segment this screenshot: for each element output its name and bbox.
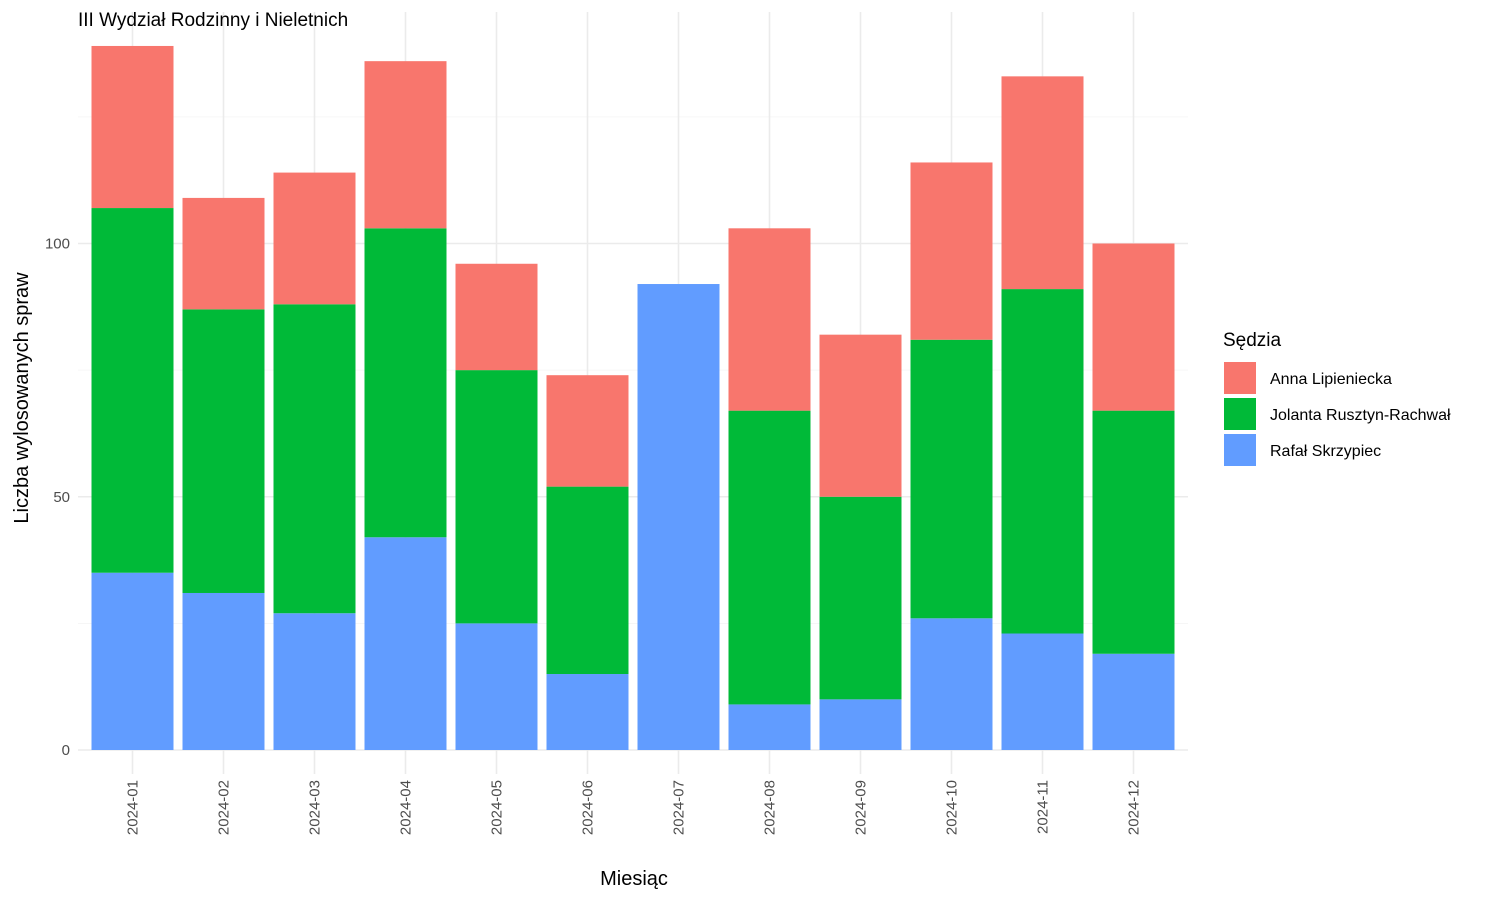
bar-segment: [546, 674, 629, 750]
bar-segment: [819, 699, 902, 750]
bar-segment: [455, 623, 538, 750]
bar-segment: [273, 613, 356, 750]
y-tick-label: 100: [45, 236, 70, 253]
bar-segment: [1001, 76, 1084, 290]
bar-segment: [182, 197, 265, 310]
bar-segment: [546, 486, 629, 675]
x-tick-label: 2024-02: [216, 780, 233, 835]
x-tick-label: 2024-08: [762, 780, 779, 835]
bar-segment: [91, 208, 174, 573]
bar-segment: [455, 370, 538, 624]
legend: Sędzia Anna Lipieniecka Jolanta Rusztyn-R…: [1223, 330, 1451, 466]
legend-key: [1224, 398, 1256, 430]
bars: [91, 45, 1175, 750]
bar-segment: [910, 162, 993, 340]
bar-segment: [364, 537, 447, 750]
x-tick-label: 2024-09: [853, 780, 870, 835]
bar-segment: [910, 339, 993, 619]
x-tick-label: 2024-01: [125, 780, 142, 835]
x-tick-label: 2024-03: [307, 780, 324, 835]
y-tick-label: 50: [53, 489, 70, 506]
legend-title: Sędzia: [1223, 330, 1282, 351]
bar-segment: [728, 228, 811, 411]
x-tick-label: 2024-11: [1035, 780, 1052, 834]
x-axis-title: Miesiąc: [600, 868, 668, 890]
x-tick-label: 2024-12: [1126, 780, 1143, 835]
bar-segment: [182, 309, 265, 593]
x-tick-label: 2024-04: [398, 780, 415, 835]
bar-segment: [819, 334, 902, 497]
legend-label: Jolanta Rusztyn-Rachwał: [1270, 407, 1451, 424]
bar-segment: [1001, 289, 1084, 634]
bar-segment: [1092, 653, 1175, 750]
legend-key: [1224, 434, 1256, 466]
y-axis-title: Liczba wylosowanych spraw: [11, 272, 33, 524]
x-tick-label: 2024-06: [580, 780, 597, 835]
bar-segment: [182, 592, 265, 750]
bar-segment: [273, 172, 356, 305]
bar-segment: [1092, 243, 1175, 411]
x-tick-label: 2024-05: [489, 780, 506, 835]
legend-label: Anna Lipieniecka: [1270, 371, 1392, 388]
bar-segment: [910, 618, 993, 750]
bar-segment: [455, 263, 538, 371]
x-tick-label: 2024-10: [944, 780, 961, 835]
bar-segment: [728, 410, 811, 705]
bar-segment: [364, 228, 447, 538]
bar-segment: [546, 375, 629, 487]
bar-segment: [728, 704, 811, 750]
bar-segment: [1001, 633, 1084, 750]
bar-segment: [637, 284, 720, 750]
bar-segment: [819, 496, 902, 700]
x-tick-label: 2024-07: [671, 780, 688, 835]
legend-label: Rafał Skrzypiec: [1270, 443, 1381, 460]
chart-title: III Wydział Rodzinny i Nieletnich: [78, 10, 348, 31]
bar-segment: [1092, 410, 1175, 654]
bar-segment: [91, 572, 174, 750]
legend-key: [1224, 362, 1256, 394]
y-tick-label: 0: [62, 742, 70, 759]
bar-segment: [91, 45, 174, 209]
bar-segment: [273, 304, 356, 614]
bar-segment: [364, 61, 447, 229]
axes: 0 50 100 2024-01 2024-02 2024-03 2024-04 2024-0…: [45, 236, 1143, 836]
